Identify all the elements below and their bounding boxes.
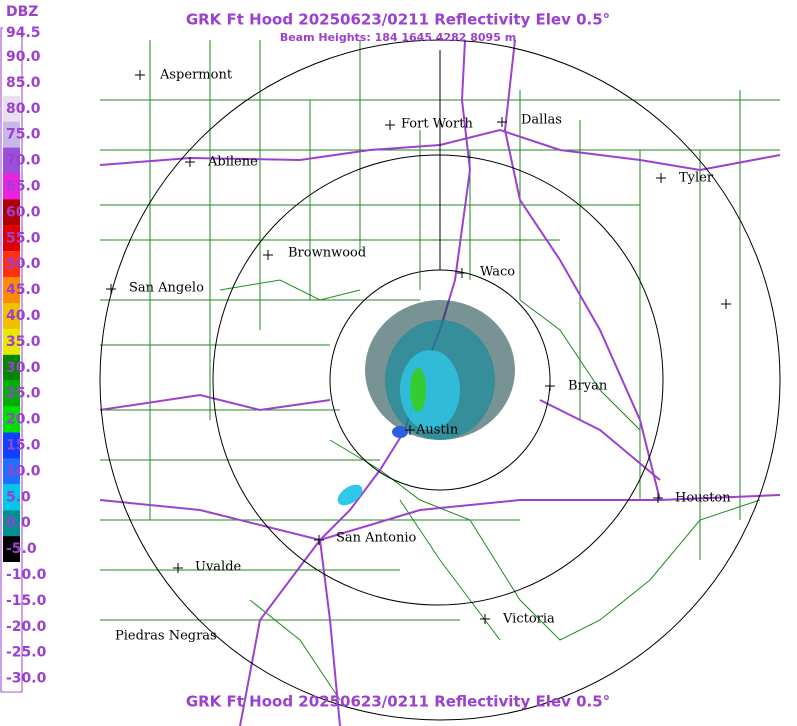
legend-swatch [3, 199, 20, 226]
legend-swatch [3, 44, 20, 70]
legend-swatch [3, 562, 20, 588]
city-marker [653, 493, 663, 503]
legend-label: -30.0 [6, 671, 47, 687]
subtitle: Beam Heights: 184 1645 4282 8095 m [280, 31, 516, 44]
echoes [337, 300, 515, 506]
city-marker [173, 563, 183, 573]
city-marker [314, 535, 324, 545]
city-label: Aspermont [159, 68, 233, 83]
city-marker [405, 425, 415, 435]
legend-label: 50.0 [6, 256, 41, 272]
legend-label: -10.0 [6, 567, 47, 583]
city-label: San Angelo [129, 281, 204, 296]
legend-swatch [3, 432, 20, 459]
legend-swatch [3, 20, 20, 46]
legend-swatch [3, 639, 20, 666]
legend-swatch [3, 536, 20, 563]
city-label: Piedras Negras [115, 629, 217, 644]
city-marker [135, 70, 145, 80]
legend-label: 45.0 [6, 282, 41, 298]
legend-swatch [3, 95, 20, 122]
city-marker [263, 250, 273, 260]
legend-swatch [3, 354, 20, 381]
city-label: Dallas [521, 113, 562, 128]
legend-swatch [3, 406, 20, 433]
legend-swatch [3, 380, 20, 407]
legend-swatch [3, 147, 20, 174]
city-marker [385, 120, 395, 130]
city-label: Houston [675, 491, 731, 506]
city-marker [185, 157, 195, 167]
legend-swatch [3, 277, 20, 304]
city-label: San Antonio [336, 531, 417, 546]
legend-swatch [3, 121, 20, 148]
legend-swatch [3, 225, 20, 252]
city-label: Fort Worth [401, 117, 473, 132]
legend-swatch [3, 69, 20, 96]
legend-label: 90.0 [6, 49, 41, 65]
city-label: Brownwood [288, 246, 366, 261]
legend-label: -5.0 [6, 541, 37, 557]
city-label: Waco [480, 265, 515, 280]
legend-label: 55.0 [6, 230, 41, 246]
legend-swatch [3, 613, 20, 640]
city-label: Bryan [568, 379, 608, 394]
city-label: Uvalde [195, 560, 242, 575]
title: GRK Ft Hood 20250623/0211 Reflectivity E… [186, 11, 610, 29]
city-label: Tyler [679, 171, 714, 186]
city-marker [106, 284, 116, 294]
legend-label: 85.0 [6, 75, 41, 91]
legend-unit: DBZ [6, 4, 38, 20]
legend-label: 30.0 [6, 360, 41, 376]
city-marker [457, 268, 467, 278]
legend-label: 0.0 [6, 515, 31, 531]
legend-label: 40.0 [6, 308, 41, 324]
legend-swatch [3, 458, 20, 485]
legend-swatch [3, 251, 20, 278]
legend-swatch [3, 510, 20, 537]
legend-label: 15.0 [6, 438, 41, 454]
legend-label: 94.5 [6, 25, 41, 41]
legend-swatch [3, 665, 20, 692]
city-label: Austin [415, 423, 459, 438]
legend-swatch [3, 484, 20, 511]
city-marker [480, 614, 490, 624]
legend-label: 35.0 [6, 334, 41, 350]
city-marker [721, 299, 731, 309]
legend-label: 65.0 [6, 179, 41, 195]
cities: Aspermont Fort Worth Dallas Abilene Tyler Bro… [106, 68, 731, 644]
legend-label: 25.0 [6, 386, 41, 402]
legend-swatch [3, 173, 20, 200]
city-label: Victoria [502, 612, 555, 627]
legend-label: 60.0 [6, 204, 41, 220]
legend-label: 5.0 [6, 489, 31, 505]
legend-label: 75.0 [6, 127, 41, 143]
legend-swatch [3, 587, 20, 614]
legend-swatch [3, 303, 20, 329]
city-label: Abilene [207, 155, 258, 170]
legend: 94.5 90.0 85.0 80.0 75.0 70.0 65.0 60.0 55.0 50.0… [3, 20, 47, 692]
legend-label: -15.0 [6, 593, 47, 609]
legend-label: 20.0 [6, 412, 41, 428]
legend-label: 10.0 [6, 463, 41, 479]
city-marker [545, 381, 555, 391]
legend-swatch [3, 328, 20, 355]
legend-label: -25.0 [6, 645, 47, 661]
range-rings [99, 39, 781, 721]
city-marker [497, 117, 507, 127]
legend-label: 80.0 [6, 101, 41, 117]
legend-label: -20.0 [6, 619, 47, 635]
legend-label: 70.0 [6, 153, 41, 169]
city-marker [656, 173, 666, 183]
footer-title: GRK Ft Hood 20250623/0211 Reflectivity E… [186, 693, 610, 711]
